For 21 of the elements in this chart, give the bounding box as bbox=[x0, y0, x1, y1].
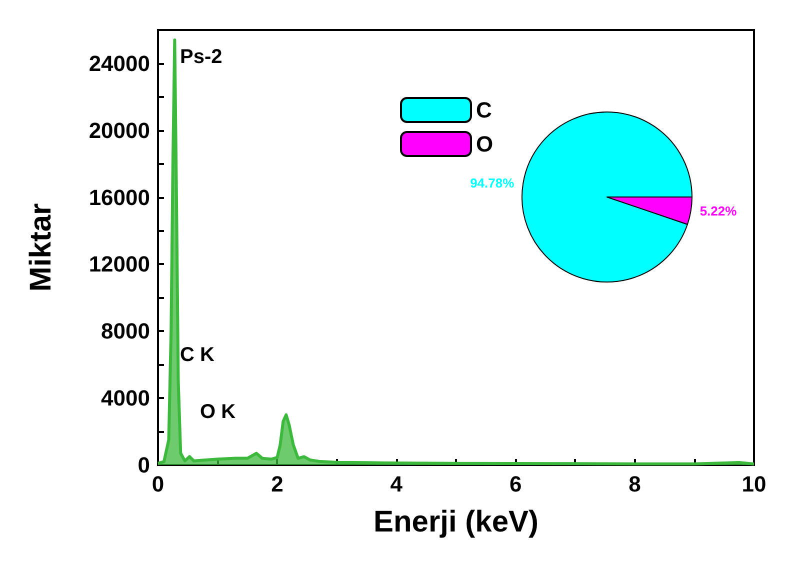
y-tick-label: 4000 bbox=[101, 386, 150, 411]
annotation: Ps-2 bbox=[180, 46, 222, 68]
y-tick-label: 16000 bbox=[88, 184, 150, 210]
x-tick-label: 10 bbox=[742, 472, 766, 496]
y-tick-label: 20000 bbox=[88, 118, 150, 143]
y-axis-title: Miktar bbox=[24, 202, 58, 292]
x-axis-title: Enerji (keV) bbox=[373, 506, 539, 538]
y-tick-label: 24000 bbox=[88, 50, 150, 76]
y-tick-label: 8000 bbox=[101, 318, 150, 344]
legend-label: C bbox=[476, 98, 492, 122]
x-tick-label: 8 bbox=[628, 472, 641, 496]
legend-label: O bbox=[476, 132, 494, 156]
y-tick-label: 12000 bbox=[88, 252, 150, 277]
x-tick-label: 4 bbox=[390, 472, 404, 496]
data-label: 94.78% bbox=[470, 175, 515, 190]
data-label: 5.22% bbox=[700, 204, 738, 219]
annotation: O K bbox=[200, 401, 236, 423]
x-tick-label: 2 bbox=[271, 472, 284, 496]
annotation: C K bbox=[180, 344, 215, 366]
y-tick-label: 0 bbox=[138, 452, 150, 478]
x-tick-label: 6 bbox=[509, 472, 522, 496]
